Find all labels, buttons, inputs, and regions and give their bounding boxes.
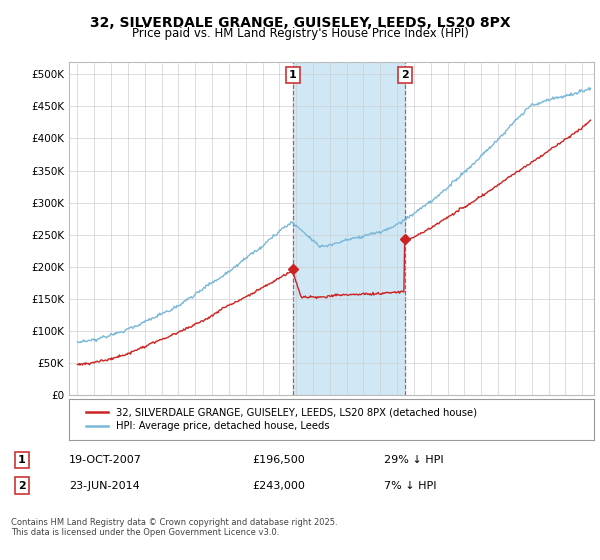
Text: Price paid vs. HM Land Registry's House Price Index (HPI): Price paid vs. HM Land Registry's House … <box>131 27 469 40</box>
Text: 2: 2 <box>401 70 409 80</box>
Bar <box>293 62 405 395</box>
Text: 29% ↓ HPI: 29% ↓ HPI <box>384 455 443 465</box>
Text: £196,500: £196,500 <box>252 455 305 465</box>
Legend: 32, SILVERDALE GRANGE, GUISELEY, LEEDS, LS20 8PX (detached house), HPI: Average : 32, SILVERDALE GRANGE, GUISELEY, LEEDS, … <box>79 400 484 438</box>
Text: Contains HM Land Registry data © Crown copyright and database right 2025.
This d: Contains HM Land Registry data © Crown c… <box>11 518 337 538</box>
Text: 23-JUN-2014: 23-JUN-2014 <box>69 480 140 491</box>
Text: 7% ↓ HPI: 7% ↓ HPI <box>384 480 437 491</box>
Text: £243,000: £243,000 <box>252 480 305 491</box>
Text: 19-OCT-2007: 19-OCT-2007 <box>69 455 142 465</box>
Text: 1: 1 <box>289 70 296 80</box>
Text: 2: 2 <box>18 480 25 491</box>
Text: 32, SILVERDALE GRANGE, GUISELEY, LEEDS, LS20 8PX: 32, SILVERDALE GRANGE, GUISELEY, LEEDS, … <box>89 16 511 30</box>
Text: 1: 1 <box>18 455 25 465</box>
